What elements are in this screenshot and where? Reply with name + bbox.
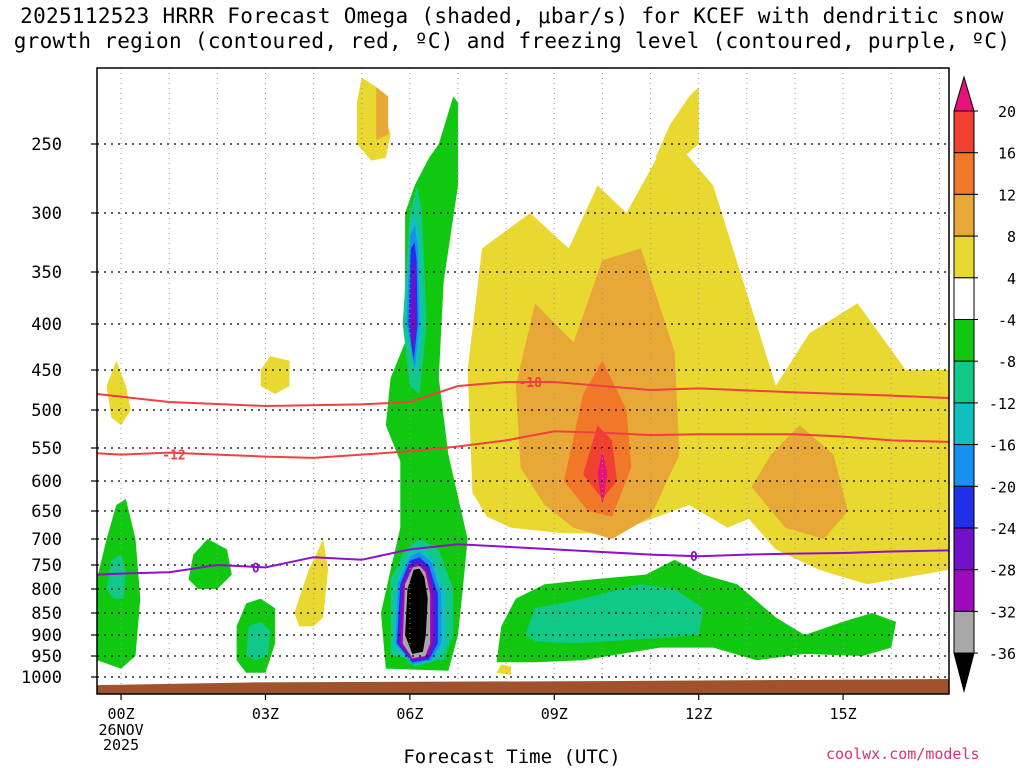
y-tick-label: 300 bbox=[31, 204, 62, 224]
contour-dgz_upper bbox=[97, 381, 949, 408]
colorbar-segment bbox=[953, 277, 975, 320]
colorbar-segment bbox=[953, 193, 975, 237]
x-date-label: 2025 bbox=[103, 736, 139, 754]
colorbar-segment bbox=[953, 319, 975, 362]
positive-omega-area-4 bbox=[294, 539, 329, 627]
y-tick-label: 400 bbox=[31, 315, 62, 335]
y-tick-label: 700 bbox=[31, 530, 62, 550]
colorbar-cap-bottom bbox=[953, 652, 975, 694]
contour-label: 0 bbox=[252, 561, 260, 576]
y-axis: 2503003504004505005506006507007508008509… bbox=[21, 135, 97, 688]
colorbar-segment bbox=[953, 444, 975, 487]
colorbar: 20 16 12 8 4 -4 -8 -12 -16 -20 -24 -28 -32 -36 bbox=[953, 75, 1016, 694]
colorbar-label: -20 bbox=[989, 478, 1016, 496]
positive-omega-area-4 bbox=[655, 87, 699, 161]
colorbar-label: 16 bbox=[998, 145, 1016, 163]
colorbar-segment bbox=[953, 569, 975, 612]
contour-label: -12 bbox=[162, 449, 185, 464]
negative-omega-area-8 bbox=[246, 621, 271, 661]
colorbar-label: 8 bbox=[1007, 228, 1016, 246]
positive-omega-area-8 bbox=[376, 87, 389, 141]
colorbar-label: -32 bbox=[989, 603, 1016, 621]
colorbar-segment bbox=[953, 235, 975, 279]
x-tick-label: 06Z bbox=[396, 705, 423, 723]
y-tick-label: 750 bbox=[31, 556, 62, 576]
y-tick-label: 900 bbox=[31, 626, 62, 646]
positive-omega-area-4 bbox=[496, 664, 511, 675]
colorbar-label: -16 bbox=[989, 437, 1016, 455]
y-tick-label: 550 bbox=[31, 439, 62, 459]
colorbar-segment bbox=[953, 360, 975, 404]
y-tick-label: 350 bbox=[31, 263, 62, 283]
colorbar-label: -4 bbox=[998, 312, 1016, 330]
colorbar-label: 12 bbox=[998, 186, 1016, 204]
negative-omega-area-4 bbox=[188, 539, 232, 589]
colorbar-segment bbox=[953, 485, 975, 529]
y-tick-label: 650 bbox=[31, 502, 62, 522]
contour-label: -18 bbox=[518, 376, 542, 391]
chart-title-line-1: 2025112523 HRRR Forecast Omega (shaded, … bbox=[20, 4, 1004, 28]
ground-layer bbox=[97, 679, 949, 694]
positive-omega-area-4 bbox=[260, 356, 290, 394]
colorbar-label: -24 bbox=[989, 520, 1016, 538]
colorbar-segment bbox=[953, 402, 975, 446]
chart-title-line-2: growth region (contoured, red, ºC) and f… bbox=[13, 29, 1011, 53]
x-tick-label: 15Z bbox=[830, 705, 857, 723]
ground-surface bbox=[97, 679, 949, 694]
negative-omega-area-36 bbox=[405, 568, 428, 654]
colorbar-segment bbox=[953, 152, 975, 195]
colorbar-label: -36 bbox=[989, 645, 1016, 663]
y-tick-label: 800 bbox=[31, 580, 62, 600]
y-tick-label: 600 bbox=[31, 472, 62, 492]
contour-lines: -12 -18 0 0 bbox=[97, 376, 949, 576]
y-tick-label: 1000 bbox=[21, 668, 62, 688]
colorbar-label: -28 bbox=[989, 562, 1016, 580]
y-tick-label: 450 bbox=[31, 361, 62, 381]
x-date-label: 26NOV bbox=[98, 721, 143, 739]
colorbar-label: 20 bbox=[998, 103, 1016, 121]
chart-title: 2025112523 HRRR Forecast Omega (shaded, … bbox=[0, 4, 1024, 54]
contour-dgz_lower bbox=[97, 430, 949, 459]
negative-omega-area-24 bbox=[409, 260, 417, 352]
colorbar-segment bbox=[953, 527, 975, 571]
x-tick-label: 12Z bbox=[685, 705, 712, 723]
contour-label: 0 bbox=[690, 550, 698, 565]
plot-frame bbox=[96, 67, 950, 695]
x-axis-title: Forecast Time (UTC) bbox=[403, 746, 621, 768]
negative-omega-area-4 bbox=[381, 96, 468, 671]
y-tick-label: 500 bbox=[31, 401, 62, 421]
colorbar-segment bbox=[953, 610, 975, 654]
y-tick-label: 950 bbox=[31, 647, 62, 667]
x-tick-label: 00Z bbox=[108, 705, 135, 723]
colorbar-label: -12 bbox=[989, 395, 1016, 413]
negative-omega-area-8 bbox=[525, 584, 704, 644]
y-tick-label: 250 bbox=[31, 135, 62, 155]
colorbar-segment bbox=[953, 110, 975, 154]
x-tick-label: 09Z bbox=[541, 705, 568, 723]
positive-omega-area-4 bbox=[106, 360, 131, 426]
x-tick-label: 03Z bbox=[252, 705, 279, 723]
grid-lines bbox=[97, 68, 949, 694]
positive-omega-area-4 bbox=[356, 77, 391, 161]
y-tick-label: 850 bbox=[31, 604, 62, 624]
positive-omega-area-8 bbox=[751, 425, 848, 539]
colorbar-label: -8 bbox=[998, 353, 1016, 371]
contour-freezing_level bbox=[97, 543, 949, 576]
site-credit: coolwx.com/models bbox=[826, 745, 980, 763]
colorbar-label: 4 bbox=[1007, 270, 1016, 288]
